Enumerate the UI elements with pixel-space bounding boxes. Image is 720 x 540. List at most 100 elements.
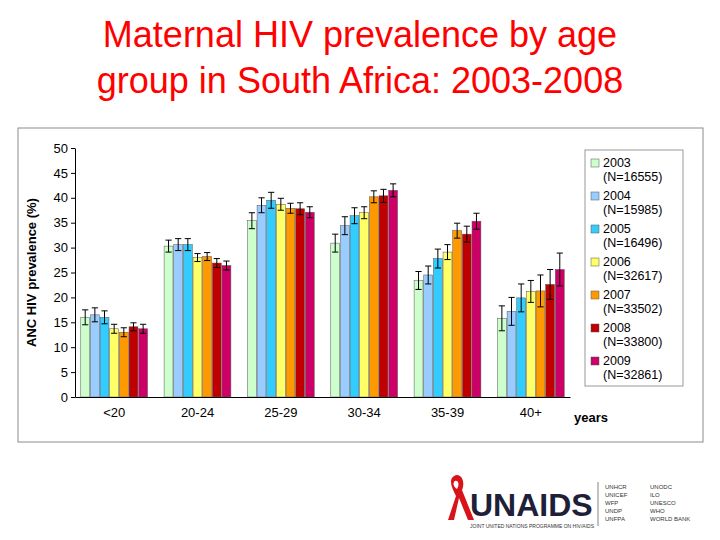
bar (350, 216, 359, 397)
error-line (437, 249, 438, 268)
error-bar (537, 275, 543, 307)
error-line (197, 254, 198, 262)
error-cap (435, 268, 441, 269)
error-bar (287, 203, 293, 213)
tick: 25-29 (264, 405, 297, 420)
bar (110, 329, 119, 397)
error-line (178, 239, 179, 251)
tick: 0 (61, 390, 75, 405)
error-cap (297, 214, 303, 215)
error-cap (258, 197, 264, 198)
error-line (559, 253, 560, 286)
tick-label: 40+ (520, 405, 542, 420)
axis-line (76, 397, 571, 398)
legend-item: 2008(N=33800) (591, 321, 662, 349)
error-cap (287, 203, 293, 204)
error-bar (175, 239, 181, 251)
error-cap (464, 242, 470, 243)
logo-cosponsor: UNDP (605, 508, 622, 514)
tick: 30 (54, 240, 75, 255)
error-bar (464, 226, 470, 242)
legend-label-line: (N=33502) (603, 302, 662, 316)
error-cap (508, 297, 514, 298)
error-cap (307, 206, 313, 207)
tick-mark (71, 248, 75, 249)
error-bar (499, 306, 505, 331)
chart-frame (18, 128, 703, 442)
error-cap (464, 226, 470, 227)
tick-label: 45 (54, 166, 68, 181)
bar (193, 258, 202, 397)
tick-mark (71, 322, 75, 323)
error-cap (101, 323, 107, 324)
error-cap (121, 336, 127, 337)
error-cap (508, 325, 514, 326)
bar (296, 209, 305, 397)
error-bar (425, 266, 431, 284)
tick-label: 30-34 (348, 405, 381, 420)
logo-cosponsor: UNHCR (605, 484, 627, 490)
error-bar (518, 284, 524, 312)
bar (129, 327, 138, 397)
error-cap (425, 266, 431, 267)
error-cap (380, 202, 386, 203)
error-line (447, 245, 448, 260)
error-cap (258, 212, 264, 213)
legend-swatch (591, 258, 599, 266)
error-line (104, 311, 105, 324)
bar (433, 259, 442, 397)
error-line (335, 234, 336, 252)
error-line (418, 272, 419, 290)
error-cap (278, 210, 284, 211)
error-line (344, 217, 345, 235)
error-bar (204, 253, 210, 261)
bar (183, 245, 192, 397)
legend-label-line: (N=33800) (603, 335, 662, 349)
bar (389, 190, 398, 397)
error-bar (214, 259, 220, 268)
logo-cosponsor: ILO (650, 492, 660, 498)
error-cap (351, 223, 357, 224)
error-cap (332, 234, 338, 235)
tick-mark (71, 223, 75, 224)
error-cap (82, 324, 88, 325)
error-cap (175, 238, 181, 239)
error-cap (111, 333, 117, 334)
error-cap (332, 252, 338, 253)
error-bar (121, 328, 127, 337)
logo-cosponsor: UNICEF (605, 492, 628, 498)
legend-label-line: 2005 (603, 222, 631, 236)
error-cap (130, 330, 136, 331)
bar (164, 246, 173, 397)
legend-label-line: 2006 (603, 255, 631, 269)
tick: 30-34 (348, 405, 381, 420)
error-bar (454, 223, 460, 238)
bar-series (100, 192, 526, 397)
error-line (300, 203, 301, 215)
error-line (393, 184, 394, 197)
tick-label: 5 (61, 365, 68, 380)
error-cap (101, 310, 107, 311)
tick-label: 35-39 (431, 405, 464, 420)
error-bar (435, 249, 441, 268)
legend-label: 2007(N=33502) (603, 288, 662, 316)
logo-name: UNAIDS (470, 487, 593, 523)
error-bar (249, 213, 255, 229)
error-cap (204, 252, 210, 253)
error-line (187, 239, 188, 251)
axis-line (75, 149, 76, 398)
bar (526, 291, 535, 397)
error-line (123, 328, 124, 337)
tick-mark (71, 148, 75, 149)
legend-label-line: (N=16496) (603, 236, 662, 250)
error-bar (332, 234, 338, 252)
bar (555, 270, 564, 397)
logo-divider (598, 482, 599, 526)
legend-label: 2005(N=16496) (603, 222, 662, 250)
legend-label-line: (N=32617) (603, 269, 662, 283)
error-cap (342, 234, 348, 235)
tick-mark (71, 173, 75, 174)
chart-title: Maternal HIV prevalence by age group in … (60, 12, 660, 104)
tick: 40 (54, 190, 75, 205)
bar (360, 213, 369, 397)
